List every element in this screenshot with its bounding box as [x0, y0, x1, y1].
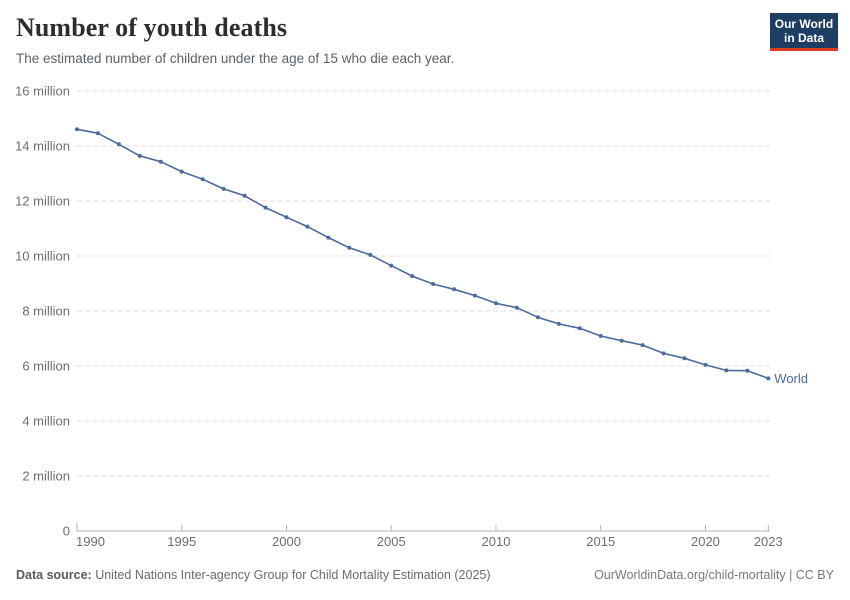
data-point-2022[interactable]: [745, 368, 750, 373]
data-point-2021[interactable]: [724, 368, 729, 373]
data-point-2011[interactable]: [514, 305, 519, 310]
data-point-1991[interactable]: [95, 131, 100, 136]
x-tick-label-1995: 1995: [167, 534, 196, 549]
data-point-2015[interactable]: [598, 334, 603, 338]
data-point-1990[interactable]: [75, 127, 79, 132]
y-tick-label-6: 6 million: [22, 359, 70, 374]
data-point-2019[interactable]: [682, 356, 687, 361]
chart-footer: Data source: United Nations Inter-agency…: [16, 568, 834, 582]
y-tick-label-0: 0: [63, 524, 70, 539]
data-point-2006[interactable]: [410, 274, 415, 279]
data-point-2012[interactable]: [535, 315, 540, 320]
data-point-2008[interactable]: [452, 287, 457, 292]
data-point-2000[interactable]: [284, 215, 289, 220]
y-tick-label-14: 14 million: [15, 139, 70, 154]
x-tick-label-2010: 2010: [482, 534, 511, 549]
owid-logo[interactable]: Our World in Data: [770, 13, 838, 51]
line-chart: 0 2 million 4 million 6 million 8 million 10 …: [15, 84, 808, 550]
y-tick-label-12: 12 million: [15, 194, 70, 209]
x-tick-label-2000: 2000: [272, 534, 301, 549]
series-end-label: World: [774, 371, 808, 386]
y-tick-label-10: 10 million: [15, 249, 70, 264]
data-point-2016[interactable]: [619, 338, 624, 343]
footer-citation-link[interactable]: OurWorldinData.org/child-mortality | CC …: [594, 568, 834, 582]
data-point-2009[interactable]: [473, 293, 477, 298]
x-tick-label-1990: 1990: [76, 534, 105, 549]
y-tick-label-8: 8 million: [22, 304, 70, 319]
x-tick-label-2005: 2005: [377, 534, 406, 549]
data-point-2004[interactable]: [368, 252, 373, 257]
data-point-2020[interactable]: [703, 362, 708, 367]
data-point-2007[interactable]: [431, 282, 436, 286]
data-point-2013[interactable]: [556, 321, 561, 326]
data-point-1994[interactable]: [158, 159, 163, 164]
y-tick-label-2: 2 million: [22, 469, 70, 484]
y-tick-label-16: 16 million: [15, 84, 70, 99]
owid-logo-line2: in Data: [783, 31, 824, 45]
data-point-1992[interactable]: [116, 142, 121, 147]
data-point-1996[interactable]: [200, 177, 205, 182]
data-point-2002[interactable]: [326, 235, 331, 240]
chart-header: Number of youth deaths The estimated num…: [0, 0, 850, 80]
data-source-label: Data source:: [16, 568, 92, 582]
data-point-2023[interactable]: [766, 376, 771, 381]
data-point-1997[interactable]: [221, 186, 226, 191]
data-point-2017[interactable]: [640, 343, 645, 348]
chart-subtitle: The estimated number of children under t…: [16, 51, 455, 66]
data-point-2003[interactable]: [347, 245, 352, 250]
owid-logo-line1: Our World: [774, 17, 834, 31]
x-tick-label-2023: 2023: [754, 534, 783, 549]
series-line-world: [76, 128, 769, 380]
data-point-1995[interactable]: [179, 169, 184, 174]
page-title: Number of youth deaths: [16, 13, 288, 42]
x-tick-label-2015: 2015: [586, 534, 615, 549]
data-point-2018[interactable]: [661, 351, 666, 356]
data-source-text: United Nations Inter-agency Group for Ch…: [91, 568, 491, 582]
data-source: Data source: United Nations Inter-agency…: [16, 568, 491, 582]
y-tick-label-4: 4 million: [22, 414, 70, 429]
data-point-1998[interactable]: [242, 193, 247, 198]
data-point-2014[interactable]: [577, 326, 582, 331]
data-point-2005[interactable]: [389, 263, 394, 268]
data-point-1999[interactable]: [263, 205, 268, 210]
data-point-2010[interactable]: [494, 301, 498, 306]
data-point-2001[interactable]: [305, 224, 310, 229]
data-point-1993[interactable]: [137, 153, 142, 158]
x-tick-label-2020: 2020: [691, 534, 720, 549]
